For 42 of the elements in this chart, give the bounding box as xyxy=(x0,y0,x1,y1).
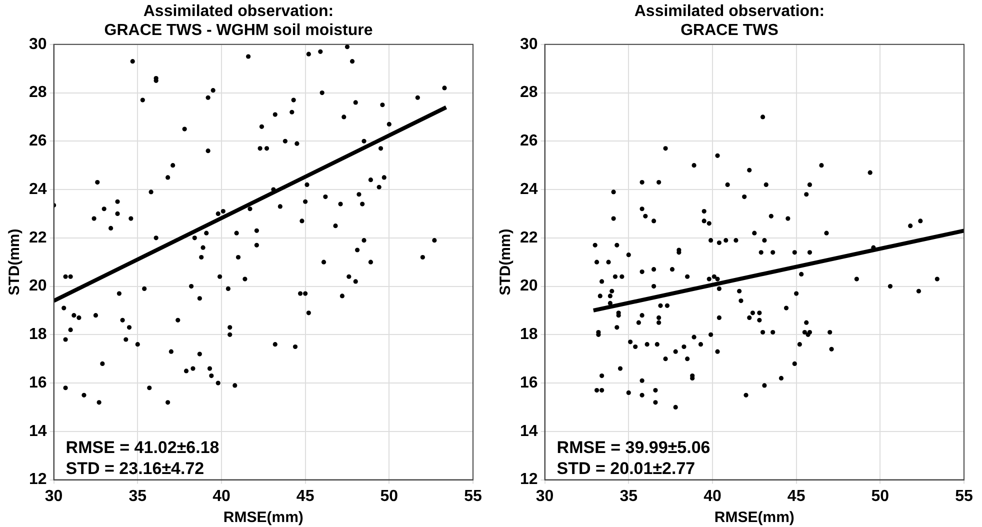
annotation: STD = 20.01±2.77 xyxy=(556,458,696,478)
y-tick-label: 22 xyxy=(29,229,47,246)
y-tick-label: 24 xyxy=(520,180,538,198)
y-tick-label: 22 xyxy=(520,229,538,246)
x-tick-label: 55 xyxy=(955,488,973,505)
x-tick-label: 40 xyxy=(704,488,722,505)
x-tick-label: 35 xyxy=(128,488,147,505)
x-tick-label: 55 xyxy=(464,488,482,505)
x-tick-label: 35 xyxy=(620,488,638,505)
y-tick-label: 20 xyxy=(29,278,47,295)
chart-title: Assimilated observation: GRACE TWS xyxy=(634,3,825,40)
x-tick-label: 50 xyxy=(380,488,398,505)
x-axis-title: RMSE(mm) xyxy=(714,509,794,526)
y-axis-title: STD(mm) xyxy=(497,228,514,296)
y-tick-label: 28 xyxy=(520,84,538,102)
annotation: RMSE = 39.99±5.06 xyxy=(556,438,710,457)
y-tick-label: 12 xyxy=(29,471,47,488)
y-tick-label: 26 xyxy=(520,132,538,150)
y-tick-label: 14 xyxy=(520,422,538,440)
x-tick-label: 30 xyxy=(536,488,554,505)
y-axis-title: STD(mm) xyxy=(6,228,24,296)
y-tick-label: 16 xyxy=(520,374,538,392)
annotation: RMSE = 41.02±6.18 xyxy=(66,438,220,457)
y-tick-label: 26 xyxy=(29,132,47,150)
x-tick-label: 40 xyxy=(212,488,230,505)
x-tick-label: 50 xyxy=(871,488,890,505)
y-tick-label: 30 xyxy=(29,36,47,53)
x-tick-label: 45 xyxy=(787,488,806,505)
x-tick-label: 30 xyxy=(44,488,63,505)
y-tick-label: 24 xyxy=(29,180,47,198)
y-tick-label: 28 xyxy=(29,84,47,102)
y-tick-label: 20 xyxy=(520,278,538,295)
y-tick-label: 16 xyxy=(29,374,47,392)
y-tick-label: 18 xyxy=(29,326,47,344)
y-tick-label: 18 xyxy=(520,326,538,344)
annotation: STD = 23.16±4.72 xyxy=(66,458,204,478)
y-tick-label: 12 xyxy=(520,471,538,488)
x-tick-label: 45 xyxy=(296,488,314,505)
y-tick-label: 14 xyxy=(29,422,47,440)
y-tick-label: 30 xyxy=(520,36,538,53)
chart-title: Assimilated observation: GRACE TWS - WGHM soil moisture xyxy=(104,3,373,40)
x-axis-title: RMSE(mm) xyxy=(223,509,304,526)
